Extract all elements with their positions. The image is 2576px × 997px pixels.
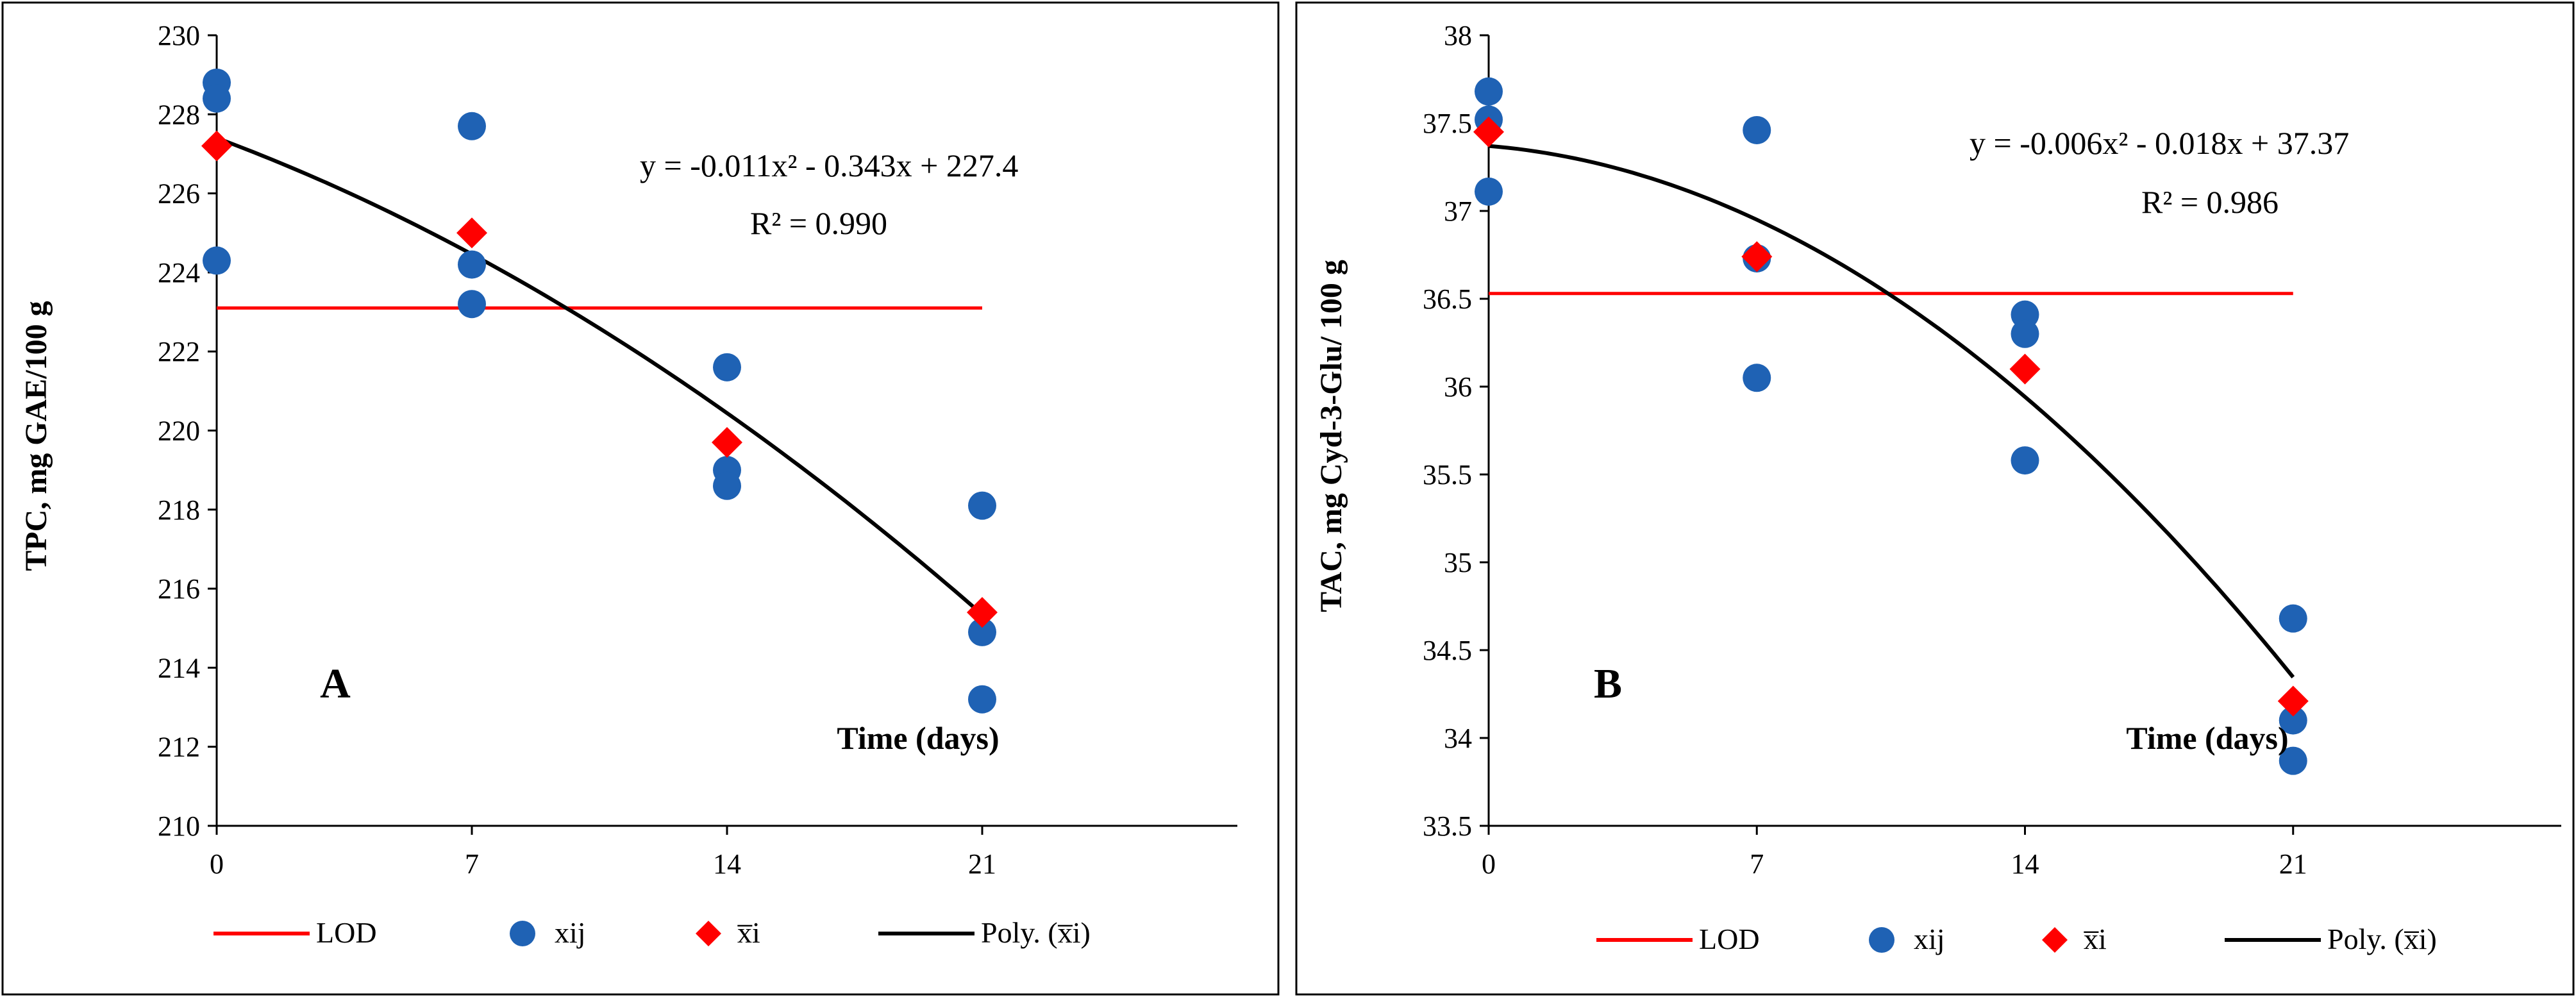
y-tick-label: 34.5 [1423, 635, 1472, 666]
x-tick-label: 7 [1750, 848, 1764, 880]
point-xij [713, 353, 741, 381]
point-xij [968, 491, 996, 520]
x-tick-label: 14 [713, 848, 741, 880]
legend-swatch-dot [510, 921, 535, 946]
point-xij [458, 250, 486, 279]
y-tick-label: 228 [158, 99, 200, 130]
x-tick-label: 21 [2279, 848, 2307, 880]
panel-a-letter: A [320, 660, 351, 707]
y-tick-label: 218 [158, 494, 200, 526]
y-tick-label: 35 [1444, 547, 1472, 578]
y-tick-label: 214 [158, 652, 200, 683]
y-tick-label: 224 [158, 257, 200, 289]
panel-a-y-axis-label: TPC, mg GAE/100 g [19, 301, 53, 571]
point-xij [968, 617, 996, 646]
point-xij [2011, 446, 2039, 475]
panel-b-plot: 33.5 34 34.5 35 35.5 36 36.5 37 37.5 38 0 7 14 21 [1423, 20, 2561, 880]
point-xij [968, 685, 996, 714]
legend-label: Poly. (x̅i) [2327, 923, 2437, 955]
point-xij [1743, 364, 1771, 392]
legend-label: xij [1914, 923, 1945, 955]
y-tick-label: 220 [158, 415, 200, 447]
point-xij [2279, 746, 2307, 775]
y-tick-label: 35.5 [1423, 459, 1472, 490]
x-tick-label: 21 [968, 848, 996, 880]
panel-b: 33.5 34 34.5 35 35.5 36 36.5 37 37.5 38 0 7 14 21 TAC… [1295, 1, 2575, 996]
point-mean [712, 427, 742, 458]
point-xij [203, 84, 231, 113]
point-xij [2011, 300, 2039, 329]
x-tick-label: 0 [210, 848, 224, 880]
y-tick-label: 34 [1444, 723, 1472, 754]
x-tick-label: 7 [465, 848, 479, 880]
point-mean [2009, 353, 2041, 385]
y-tick-label: 212 [158, 732, 200, 763]
legend-label: Poly. (x̅i) [981, 916, 1091, 949]
point-xij [713, 471, 741, 500]
point-mean [967, 597, 998, 628]
y-tick-label: 37.5 [1423, 108, 1472, 139]
legend-swatch-dot [1869, 927, 1894, 953]
panel-b-y-axis-label: TAC, mg Cyd-3-Glu/ 100 g [1314, 260, 1348, 612]
panel-b-r-squared: R² = 0.986 [2141, 184, 2279, 220]
y-tick-label: 33.5 [1423, 810, 1472, 842]
y-tick-label: 37 [1444, 196, 1472, 227]
panel-a-frame [1, 1, 1280, 996]
legend-label: LOD [1699, 923, 1760, 955]
y-tick-label: 36 [1444, 371, 1472, 403]
x-tick-label: 0 [1482, 848, 1496, 880]
y-tick-label: 222 [158, 336, 200, 367]
point-mean [456, 217, 487, 249]
point-xij [1475, 77, 1503, 106]
legend-label: x̅i [2084, 923, 2107, 955]
y-tick-label: 226 [158, 178, 200, 210]
y-tick-label: 38 [1444, 20, 1472, 51]
y-tick-label: 210 [158, 810, 200, 842]
poly-trendline [1488, 144, 2295, 679]
point-xij [2279, 604, 2307, 633]
y-tick-label: 216 [158, 573, 200, 605]
panel-a-r-squared: R² = 0.990 [750, 205, 887, 241]
point-xij [1475, 177, 1503, 206]
panel-a-legend: LOD xij x̅i Poly. (x̅i) [213, 916, 1091, 949]
legend-label: xij [555, 916, 586, 949]
panel-a-x-axis-label: Time (days) [837, 720, 999, 756]
x-tick-label: 14 [2011, 848, 2039, 880]
point-xij [458, 112, 486, 140]
panel-b-legend: LOD xij x̅i Poly. (x̅i) [1596, 923, 2437, 955]
point-xij [1743, 115, 1771, 144]
panel-b-equation: y = -0.006x² - 0.018x + 37.37 [1970, 125, 2349, 161]
panel-b-letter: B [1594, 660, 1622, 707]
poly-trendline [215, 136, 983, 616]
point-mean [201, 130, 232, 162]
point-xij [2011, 319, 2039, 348]
point-xij [203, 246, 231, 275]
y-tick-label: 36.5 [1423, 283, 1472, 315]
point-xij [458, 290, 486, 319]
panel-b-frame [1295, 1, 2575, 996]
point-xij [2279, 706, 2307, 735]
panel-a-equation: y = -0.011x² - 0.343x + 227.4 [640, 147, 1018, 183]
legend-swatch-diamond [2042, 927, 2068, 953]
panel-a-plot: 210 212 214 216 218 220 222 224 226 228 230 0 7 14 21 [158, 20, 1237, 880]
legend-label: LOD [316, 916, 377, 949]
legend-swatch-diamond [696, 921, 721, 946]
y-tick-label: 230 [158, 20, 200, 51]
point-mean [1741, 241, 1773, 272]
legend-label: x̅i [737, 916, 760, 949]
panel-b-x-axis-label: Time (days) [2126, 720, 2288, 756]
point-mean [2277, 685, 2309, 717]
point-mean [1473, 116, 1504, 147]
